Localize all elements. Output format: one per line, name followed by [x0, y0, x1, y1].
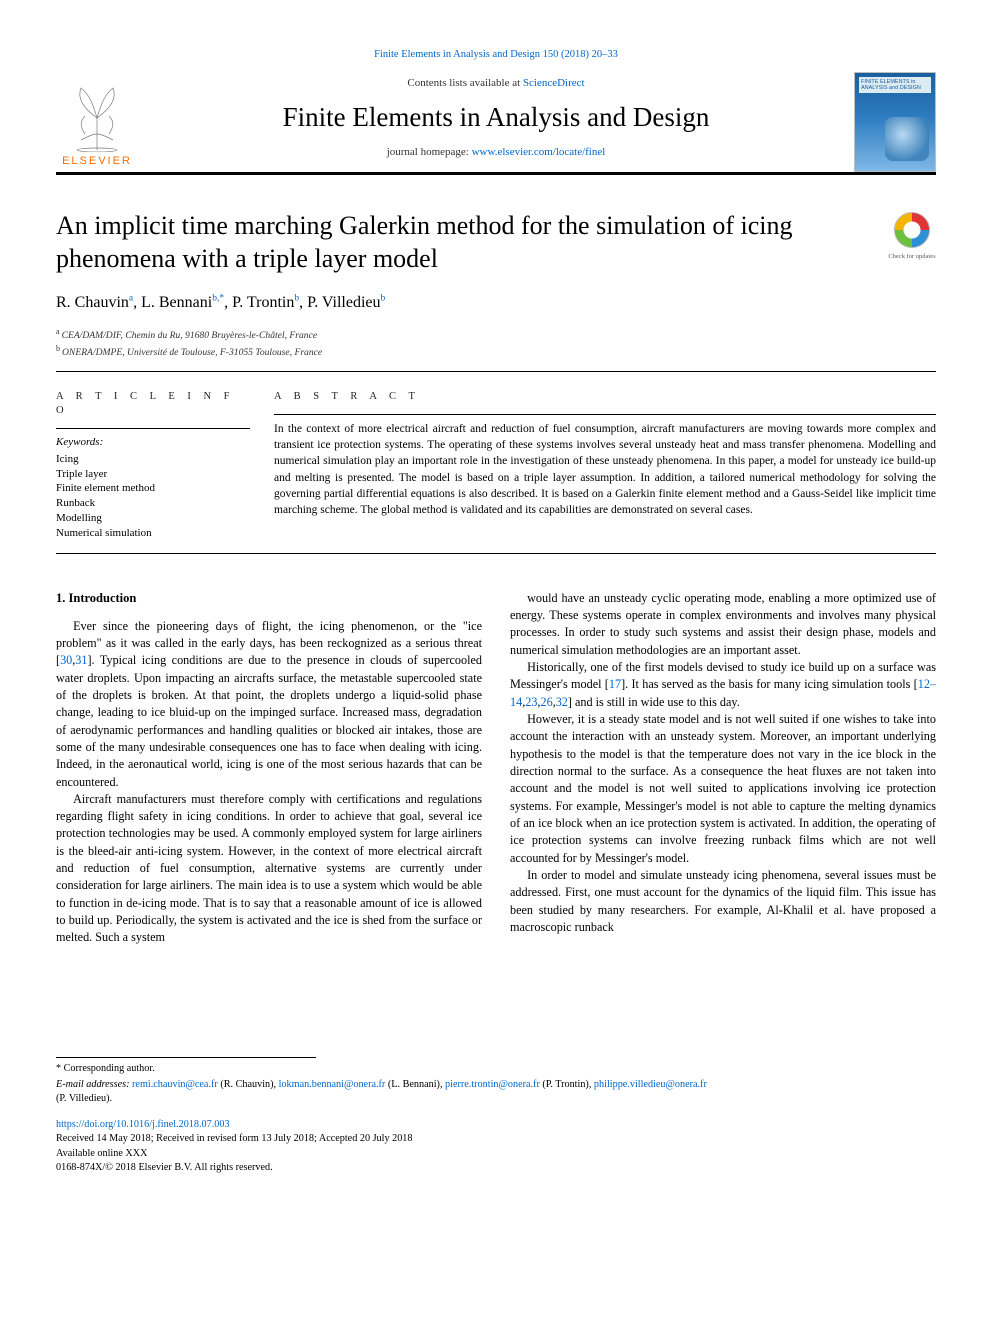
cite-26[interactable]: 26 [540, 695, 552, 709]
affil-a: aCEA/DAM/DIF, Chemin du Ru, 91680 Bruyèr… [56, 327, 936, 343]
sciencedirect-link[interactable]: ScienceDirect [523, 77, 585, 89]
keywords-label: Keywords: [56, 435, 250, 450]
para-2: would have an unsteady cyclic operating … [510, 590, 936, 659]
email-0[interactable]: remi.chauvin@cea.fr [132, 1079, 218, 1090]
contents-line: Contents lists available at ScienceDirec… [146, 76, 846, 91]
cover-label: FINITE ELEMENTS in ANALYSIS and DESIGN [859, 77, 931, 93]
contents-prefix: Contents lists available at [407, 77, 522, 89]
affil-b: bONERA/DMPE, Université de Toulouse, F-3… [56, 344, 936, 360]
publication-meta: https://doi.org/10.1016/j.finel.2018.07.… [56, 1118, 936, 1175]
author-0: R. Chauvina [56, 294, 133, 311]
crossmark-label: Check for updates [888, 254, 936, 261]
kw-0: Icing [56, 452, 250, 467]
running-head: Finite Elements in Analysis and Design 1… [56, 48, 936, 62]
rule-above-meta [56, 371, 936, 372]
email-label: E-mail addresses: [56, 1079, 129, 1090]
article-info-heading: A R T I C L E I N F O [56, 390, 250, 418]
affiliations: aCEA/DAM/DIF, Chemin du Ru, 91680 Bruyèr… [56, 327, 936, 360]
homepage-line: journal homepage: www.elsevier.com/locat… [146, 145, 846, 160]
rule-below-abstract [56, 553, 936, 554]
cite-30[interactable]: 30 [60, 653, 72, 667]
doi-link[interactable]: https://doi.org/10.1016/j.finel.2018.07.… [56, 1119, 230, 1130]
body-columns: 1. Introduction Ever since the pioneerin… [56, 590, 936, 947]
keywords-list: Icing Triple layer Finite element method… [56, 452, 250, 541]
abstract-col: A B S T R A C T In the context of more e… [274, 390, 936, 541]
corresponding-text: * Corresponding author. [56, 1063, 155, 1074]
running-head-link[interactable]: Finite Elements in Analysis and Design 1… [374, 49, 618, 60]
email-3[interactable]: philippe.villedieu@onera.fr [594, 1079, 707, 1090]
elsevier-logo: ELSEVIER [56, 72, 138, 172]
para-5: In order to model and simulate unsteady … [510, 867, 936, 936]
masthead: Finite Elements in Analysis and Design 1… [56, 48, 936, 175]
email-who-3: (P. Villedieu) [56, 1093, 110, 1104]
para-1: Aircraft manufacturers must therefore co… [56, 791, 482, 947]
homepage-link[interactable]: www.elsevier.com/locate/finel [472, 146, 606, 158]
journal-banner: ELSEVIER Contents lists available at Sci… [56, 72, 936, 175]
kw-2: Finite element method [56, 481, 250, 496]
journal-cover-thumb: FINITE ELEMENTS in ANALYSIS and DESIGN [854, 72, 936, 172]
cite-17[interactable]: 17 [609, 677, 621, 691]
author-3: P. Villedieub [307, 294, 385, 311]
email-who-1: (L. Bennani) [388, 1079, 440, 1090]
kw-3: Runback [56, 496, 250, 511]
authors-line: R. Chauvina, L. Bennanib,*, P. Trontinb,… [56, 292, 936, 314]
elsevier-wordmark: ELSEVIER [62, 154, 132, 169]
section-title: Introduction [69, 591, 137, 605]
cite-12-14[interactable]: 12–14 [510, 677, 936, 708]
meta-row: A R T I C L E I N F O Keywords: Icing Tr… [56, 390, 936, 541]
article-info-col: A R T I C L E I N F O Keywords: Icing Tr… [56, 390, 274, 541]
author-1: L. Bennanib,* [141, 294, 224, 311]
article-title: An implicit time marching Galerkin metho… [56, 209, 816, 276]
kw-4: Modelling [56, 511, 250, 526]
history-line: Received 14 May 2018; Received in revise… [56, 1132, 936, 1146]
emails-footnote: E-mail addresses: remi.chauvin@cea.fr (R… [56, 1078, 936, 1107]
copyright-line: 0168-874X/© 2018 Elsevier B.V. All right… [56, 1161, 936, 1175]
abstract-text: In the context of more electrical aircra… [274, 421, 936, 519]
journal-title: Finite Elements in Analysis and Design [146, 99, 846, 135]
para-3: Historically, one of the first models de… [510, 659, 936, 711]
section-number: 1. [56, 591, 65, 605]
cite-23[interactable]: 23 [525, 695, 537, 709]
email-2[interactable]: pierre.trontin@onera.fr [445, 1079, 540, 1090]
homepage-prefix: journal homepage: [387, 146, 472, 158]
abstract-heading: A B S T R A C T [274, 390, 936, 404]
corresponding-footnote: * Corresponding author. [56, 1057, 316, 1076]
para-4: However, it is a steady state model and … [510, 711, 936, 867]
title-block: An implicit time marching Galerkin metho… [56, 209, 936, 360]
section-heading: 1. Introduction [56, 590, 482, 608]
cover-art [885, 117, 929, 161]
crossmark-icon [893, 211, 931, 249]
author-2: P. Trontinb [232, 294, 299, 311]
kw-1: Triple layer [56, 467, 250, 482]
online-line: Available online XXX [56, 1147, 936, 1161]
email-who-0: (R. Chauvin) [220, 1079, 273, 1090]
banner-center: Contents lists available at ScienceDirec… [138, 72, 854, 172]
para-0: Ever since the pioneering days of flight… [56, 618, 482, 791]
elsevier-tree-icon [61, 84, 133, 152]
cite-32[interactable]: 32 [556, 695, 568, 709]
email-who-2: (P. Trontin) [542, 1079, 588, 1090]
crossmark-badge[interactable]: Check for updates [888, 211, 936, 260]
email-1[interactable]: lokman.bennani@onera.fr [279, 1079, 386, 1090]
cite-31[interactable]: 31 [75, 653, 87, 667]
kw-5: Numerical simulation [56, 526, 250, 541]
